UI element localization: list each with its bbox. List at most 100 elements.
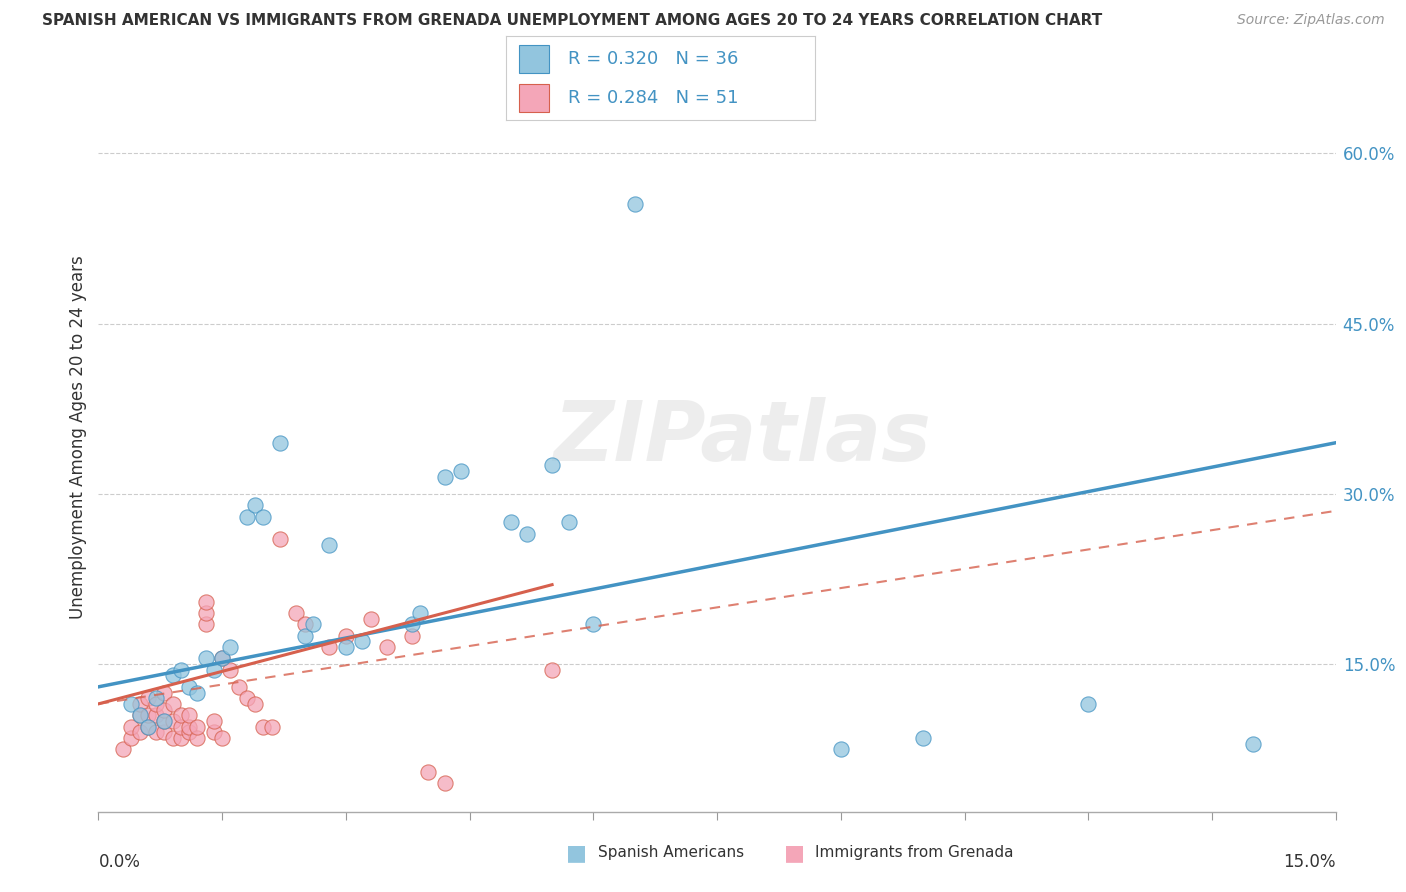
Point (318, 640, 340, 654)
Point (153, 725, 176, 739)
Point (450, 464, 472, 478)
Point (128, 708, 150, 723)
Text: ■: ■ (785, 843, 804, 863)
Point (162, 731, 184, 745)
Point (375, 640, 398, 654)
Text: 15.0%: 15.0% (1284, 853, 1336, 871)
Point (318, 538, 340, 552)
Text: Spanish Americans: Spanish Americans (598, 846, 744, 860)
Point (433, 470, 456, 484)
Point (194, 606, 217, 620)
Point (252, 509, 274, 524)
Point (285, 606, 308, 620)
Text: ZIPatlas: ZIPatlas (553, 397, 931, 477)
Point (179, 725, 201, 739)
Point (352, 634, 374, 648)
Point (194, 595, 217, 609)
Point (145, 697, 167, 711)
Point (401, 617, 423, 632)
Point (499, 515, 522, 529)
Point (162, 668, 184, 682)
FancyBboxPatch shape (519, 84, 550, 112)
Point (243, 498, 266, 512)
Text: 0.0%: 0.0% (98, 853, 141, 871)
Point (179, 708, 201, 723)
Point (335, 640, 357, 654)
Point (360, 612, 382, 626)
Point (120, 697, 142, 711)
Point (202, 663, 225, 677)
Point (582, 617, 605, 632)
Text: R = 0.284   N = 51: R = 0.284 N = 51 (568, 88, 738, 106)
Point (145, 691, 167, 706)
Point (128, 697, 150, 711)
Point (170, 731, 193, 745)
Point (211, 651, 233, 665)
Point (179, 720, 201, 734)
Point (516, 526, 538, 541)
Point (170, 720, 193, 734)
Point (1077, 697, 1099, 711)
Point (418, 764, 440, 779)
Point (136, 691, 159, 706)
Point (153, 702, 176, 716)
Point (260, 720, 283, 734)
Point (236, 691, 259, 706)
Point (409, 606, 432, 620)
Point (186, 685, 208, 699)
Point (136, 708, 159, 723)
Point (1241, 737, 1264, 751)
Point (112, 742, 135, 756)
Point (170, 708, 193, 723)
Point (294, 617, 316, 632)
Point (541, 663, 564, 677)
Point (194, 651, 217, 665)
Point (269, 435, 291, 450)
Point (120, 720, 142, 734)
FancyBboxPatch shape (519, 45, 550, 73)
Text: Immigrants from Grenada: Immigrants from Grenada (815, 846, 1014, 860)
Point (136, 720, 159, 734)
Point (136, 720, 159, 734)
Point (252, 720, 274, 734)
Point (128, 725, 150, 739)
Point (228, 680, 250, 694)
Point (128, 708, 150, 723)
Point (623, 197, 645, 211)
Point (202, 714, 225, 728)
Point (557, 515, 579, 529)
Y-axis label: Unemployment Among Ages 20 to 24 years: Unemployment Among Ages 20 to 24 years (69, 255, 87, 619)
Point (211, 731, 233, 745)
Point (194, 617, 217, 632)
Point (211, 651, 233, 665)
Point (219, 663, 242, 677)
Point (153, 714, 176, 728)
Point (830, 742, 852, 756)
Text: SPANISH AMERICAN VS IMMIGRANTS FROM GRENADA UNEMPLOYMENT AMONG AGES 20 TO 24 YEA: SPANISH AMERICAN VS IMMIGRANTS FROM GREN… (42, 13, 1102, 29)
Point (186, 731, 208, 745)
Point (269, 533, 291, 547)
Point (202, 725, 225, 739)
Text: Source: ZipAtlas.com: Source: ZipAtlas.com (1237, 13, 1385, 28)
Point (153, 714, 176, 728)
Point (219, 640, 242, 654)
Point (294, 629, 316, 643)
Point (162, 697, 184, 711)
Point (145, 725, 167, 739)
Point (243, 697, 266, 711)
Point (335, 629, 357, 643)
Point (186, 720, 208, 734)
Point (145, 708, 167, 723)
Text: ■: ■ (567, 843, 586, 863)
Point (179, 680, 201, 694)
Point (170, 663, 193, 677)
Point (401, 629, 423, 643)
Point (153, 685, 176, 699)
Point (541, 458, 564, 473)
Point (120, 731, 142, 745)
Point (912, 731, 935, 745)
Point (433, 776, 456, 790)
Text: R = 0.320   N = 36: R = 0.320 N = 36 (568, 51, 738, 69)
Point (162, 714, 184, 728)
Point (302, 617, 325, 632)
